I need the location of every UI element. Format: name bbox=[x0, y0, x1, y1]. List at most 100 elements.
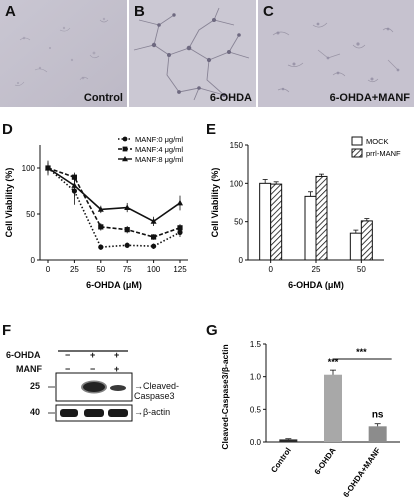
blot-overline bbox=[48, 350, 133, 422]
e-bar-1 bbox=[270, 183, 283, 261]
e-y-tick-label: 150 bbox=[230, 141, 244, 150]
g-bar bbox=[368, 426, 387, 442]
e-legend-swatch bbox=[351, 136, 363, 146]
e-y-tick-label: 100 bbox=[230, 179, 244, 188]
blot-band-caspase3-text: Cleaved-Caspase3 bbox=[134, 381, 180, 401]
e-x-tick-label: 0 bbox=[268, 265, 273, 274]
d-y-axis-label: Cell Viability (%) bbox=[4, 168, 14, 238]
chart-g-bar: 0.0 0.5 1.0 1.5 Cleaved-Caspase3/β-actin Cont… bbox=[220, 340, 400, 499]
micrograph-control-image bbox=[0, 0, 127, 107]
arrow-right-icon: → bbox=[134, 381, 143, 391]
d-x-tick-label: 0 bbox=[46, 265, 51, 274]
d-series-line-1 bbox=[47, 167, 181, 238]
blot-row-6ohda-label: 6-OHDA bbox=[6, 350, 41, 360]
g-y-tick-label: 0.0 bbox=[250, 438, 262, 447]
d-y-tick-label: 100 bbox=[22, 164, 36, 173]
d-legend-label: MANF:0 μg/ml bbox=[135, 135, 183, 144]
g-x-tick-label: 6-OHDA+MANF bbox=[341, 446, 382, 499]
d-point-triangle bbox=[71, 182, 78, 188]
micrograph-6ohda-manf: C 6-OHDA+MANF bbox=[258, 0, 414, 107]
g-annotation-ns: ns bbox=[372, 410, 384, 421]
panel-letter-f: F bbox=[2, 322, 12, 339]
e-legend-label: MOCK bbox=[366, 137, 389, 146]
micrograph-control: A Control bbox=[0, 0, 127, 107]
d-legend-marker bbox=[122, 146, 128, 152]
e-x-tick-label: 50 bbox=[357, 265, 366, 274]
d-legend-label: MANF:4 μg/ml bbox=[135, 145, 183, 154]
e-legend-label: prrl-MANF bbox=[366, 149, 401, 158]
blot-sign-r2-c1: − bbox=[65, 364, 71, 374]
panel-letter-b: B bbox=[134, 3, 145, 20]
d-legend-label: MANF:8 μg/ml bbox=[135, 155, 183, 164]
g-bar bbox=[324, 374, 342, 442]
blot-sign-r2-c2: − bbox=[90, 364, 96, 374]
d-x-tick-label: 125 bbox=[173, 265, 187, 274]
d-legend-marker bbox=[122, 156, 128, 162]
e-y-tick-label: 0 bbox=[239, 256, 244, 265]
g-y-tick-label: 1.0 bbox=[250, 373, 262, 382]
blot-band-actin-text: β-actin bbox=[143, 407, 171, 417]
d-point-triangle bbox=[97, 206, 104, 212]
d-x-tick-label: 75 bbox=[123, 265, 132, 274]
d-point-square bbox=[151, 234, 157, 240]
chart-e-bar: 0 50 100 150 0 25 50 6-OHDA (μM) Cell Viability … bbox=[210, 136, 401, 290]
g-x-tick-label: 6-OHDA bbox=[313, 446, 338, 476]
d-x-axis-label: 6-OHDA (μM) bbox=[86, 280, 142, 290]
d-legend-marker bbox=[122, 136, 128, 142]
d-point-circle bbox=[124, 242, 130, 248]
e-bar-0 bbox=[259, 182, 272, 261]
micrograph-6ohda-manf-image bbox=[258, 0, 414, 107]
d-point-circle bbox=[151, 243, 157, 249]
d-point-triangle bbox=[177, 199, 183, 206]
d-x-tick-label: 50 bbox=[96, 265, 105, 274]
blot-band-caspase3: →Cleaved-Caspase3 bbox=[134, 381, 204, 401]
e-x-axis-label: 6-OHDA (μM) bbox=[288, 280, 344, 290]
blot-sign-r1-c3: + bbox=[114, 350, 120, 360]
e-bar-1 bbox=[360, 220, 373, 261]
d-y-tick-label: 50 bbox=[26, 210, 35, 219]
g-annotation-6ohda: *** bbox=[328, 357, 339, 367]
d-point-triangle bbox=[124, 204, 131, 210]
micrograph-6ohda: B 6-OHDA bbox=[129, 0, 256, 107]
d-point-square bbox=[98, 224, 104, 230]
blot-marker-25: 25 bbox=[30, 381, 41, 391]
blot-row-manf-label: MANF bbox=[16, 364, 42, 374]
g-bar bbox=[279, 439, 298, 442]
arrow-right-icon: → bbox=[134, 407, 143, 417]
d-point-circle bbox=[98, 244, 104, 250]
blot-sign-r1-c1: − bbox=[65, 350, 71, 360]
g-x-tick-label: Control bbox=[269, 446, 293, 474]
d-series-line-2 bbox=[47, 167, 181, 223]
d-x-tick-label: 100 bbox=[147, 265, 161, 274]
panel-letter-a: A bbox=[5, 3, 16, 20]
d-point-triangle bbox=[150, 218, 157, 224]
panel-letter-d: D bbox=[2, 121, 13, 138]
d-point-circle bbox=[177, 229, 183, 235]
e-bar-1 bbox=[315, 175, 328, 261]
d-y-tick-label: 0 bbox=[31, 256, 36, 265]
chart-d-line: 0 50 100 0 25 50 75 100 125 6-OHDA (μM) Cell Viabi… bbox=[4, 135, 188, 290]
blot-marker-40: 40 bbox=[30, 407, 41, 417]
d-point-square bbox=[124, 227, 130, 233]
western-blot-panel: 6-OHDA MANF − + + − − + 25 40 →Cleaved-C… bbox=[0, 330, 204, 500]
caption-6ohda-manf: 6-OHDA+MANF bbox=[329, 92, 410, 104]
panel-letter-g: G bbox=[206, 322, 218, 339]
blot-band-actin: →β-actin bbox=[134, 407, 170, 417]
d-x-tick-label: 25 bbox=[70, 265, 79, 274]
e-y-tick-label: 50 bbox=[234, 218, 243, 227]
g-annotation-bracket: *** bbox=[356, 347, 367, 357]
d-series-line-0 bbox=[47, 167, 181, 248]
g-y-tick-label: 1.5 bbox=[250, 340, 262, 349]
e-bar-0 bbox=[304, 195, 317, 261]
e-legend-swatch bbox=[351, 148, 363, 158]
e-y-axis-label: Cell Viability (%) bbox=[210, 168, 220, 238]
caption-6ohda: 6-OHDA bbox=[209, 92, 252, 104]
d-point-square bbox=[177, 225, 183, 231]
micrograph-6ohda-image bbox=[129, 0, 256, 107]
blot-sign-r2-c3: + bbox=[114, 364, 120, 374]
panel-letter-c: C bbox=[263, 3, 274, 20]
g-y-axis-label: Cleaved-Caspase3/β-actin bbox=[220, 344, 230, 449]
caption-control: Control bbox=[83, 92, 123, 104]
e-bar-0 bbox=[349, 232, 362, 261]
panel-letter-e: E bbox=[206, 121, 217, 138]
